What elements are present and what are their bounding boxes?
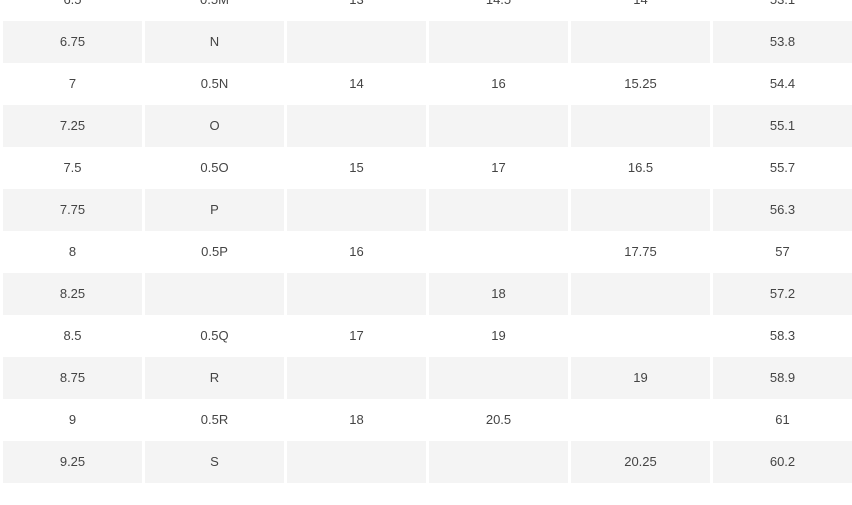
table-cell-column-6: 58.3 <box>713 315 852 357</box>
table-cell-column-5 <box>571 189 710 231</box>
table-cell-column-1: 7 <box>3 63 142 105</box>
table-row[interactable]: 9 0.5R 18 20.5 61 <box>3 399 852 441</box>
table-cell-column-2: 0.5O <box>145 147 284 189</box>
table-cell-column-1: 8.25 <box>3 273 142 315</box>
table-cell-column-1: 9.25 <box>3 441 142 483</box>
table-cell-column-5 <box>571 273 710 315</box>
table-cell-column-5 <box>571 315 710 357</box>
table-cell-column-1: 8.5 <box>3 315 142 357</box>
table-body: 6.50.5M1314.51453.16.75N53.870.5N141615.… <box>3 0 852 483</box>
table-cell-column-1: 9 <box>3 399 142 441</box>
table-row[interactable]: 6.75 N 53.8 <box>3 21 852 63</box>
table-cell-column-6: 53.8 <box>713 21 852 63</box>
table-cell-column-2: 0.5M <box>145 0 284 21</box>
table-cell-column-3: 18 <box>287 399 426 441</box>
table-cell-column-5 <box>571 399 710 441</box>
table-row[interactable]: 9.25 S 20.25 60.2 <box>3 441 852 483</box>
table-cell-column-5: 16.5 <box>571 147 710 189</box>
table-cell-column-6: 58.9 <box>713 357 852 399</box>
table-cell-column-2: O <box>145 105 284 147</box>
table-cell-column-4 <box>429 21 568 63</box>
table-cell-column-4: 14.5 <box>429 0 568 21</box>
table-cell-column-3 <box>287 357 426 399</box>
table-cell-column-2: P <box>145 189 284 231</box>
table-cell-column-5: 15.25 <box>571 63 710 105</box>
table-cell-column-2 <box>145 273 284 315</box>
table-cell-column-2: N <box>145 21 284 63</box>
table-cell-column-4 <box>429 105 568 147</box>
table-cell-column-1: 7.75 <box>3 189 142 231</box>
table-cell-column-6: 61 <box>713 399 852 441</box>
table-cell-column-1: 7.25 <box>3 105 142 147</box>
table-cell-column-6: 55.1 <box>713 105 852 147</box>
table-cell-column-6: 54.4 <box>713 63 852 105</box>
table-row[interactable]: 7.5 0.5O 15 17 16.5 55.7 <box>3 147 852 189</box>
table-cell-column-2: S <box>145 441 284 483</box>
table-cell-column-3: 14 <box>287 63 426 105</box>
table-cell-column-4: 20.5 <box>429 399 568 441</box>
table-row[interactable]: 8.75 R 19 58.9 <box>3 357 852 399</box>
table-cell-column-2: 0.5N <box>145 63 284 105</box>
table-cell-column-1: 6.5 <box>3 0 142 21</box>
table-cell-column-5 <box>571 105 710 147</box>
data-table: 6.50.5M1314.51453.16.75N53.870.5N141615.… <box>3 0 852 483</box>
table-cell-column-2: 0.5P <box>145 231 284 273</box>
table-cell-column-4 <box>429 441 568 483</box>
table-cell-column-4 <box>429 189 568 231</box>
table-cell-column-5: 19 <box>571 357 710 399</box>
table-cell-column-6: 60.2 <box>713 441 852 483</box>
table-cell-column-2: 0.5R <box>145 399 284 441</box>
table-cell-column-3 <box>287 441 426 483</box>
table-row[interactable]: 7.25 O 55.1 <box>3 105 852 147</box>
table-cell-column-4 <box>429 357 568 399</box>
table-cell-column-3: 16 <box>287 231 426 273</box>
table-cell-column-1: 8 <box>3 231 142 273</box>
table-cell-column-6: 55.7 <box>713 147 852 189</box>
table-row[interactable]: 7 0.5N 14 16 15.25 54.4 <box>3 63 852 105</box>
table-cell-column-1: 6.75 <box>3 21 142 63</box>
table-cell-column-3: 13 <box>287 0 426 21</box>
table-cell-column-3: 17 <box>287 315 426 357</box>
table-cell-column-1: 7.5 <box>3 147 142 189</box>
table-cell-column-4: 17 <box>429 147 568 189</box>
table-cell-column-6: 57.2 <box>713 273 852 315</box>
table-cell-column-4: 19 <box>429 315 568 357</box>
table-cell-column-6: 53.1 <box>713 0 852 21</box>
table-cell-column-6: 56.3 <box>713 189 852 231</box>
table-row[interactable]: 8.25 18 57.2 <box>3 273 852 315</box>
table-row[interactable]: 7.75 P 56.3 <box>3 189 852 231</box>
table-cell-column-5 <box>571 21 710 63</box>
table-cell-column-3 <box>287 105 426 147</box>
table-cell-column-3 <box>287 189 426 231</box>
table-row[interactable]: 6.50.5M1314.51453.1 <box>3 0 852 21</box>
table-cell-column-5: 17.75 <box>571 231 710 273</box>
table-cell-column-4 <box>429 231 568 273</box>
table-cell-column-5: 14 <box>571 0 710 21</box>
table-cell-column-4: 18 <box>429 273 568 315</box>
table-cell-column-4: 16 <box>429 63 568 105</box>
table-cell-column-1: 8.75 <box>3 357 142 399</box>
table-cell-column-6: 57 <box>713 231 852 273</box>
table-cell-column-3 <box>287 21 426 63</box>
table-cell-column-5: 20.25 <box>571 441 710 483</box>
table-cell-column-2: 0.5Q <box>145 315 284 357</box>
table-cell-column-2: R <box>145 357 284 399</box>
table-row[interactable]: 8.5 0.5Q 17 19 58.3 <box>3 315 852 357</box>
table-cell-column-3 <box>287 273 426 315</box>
table-row[interactable]: 8 0.5P 16 17.75 57 <box>3 231 852 273</box>
table-cell-column-3: 15 <box>287 147 426 189</box>
